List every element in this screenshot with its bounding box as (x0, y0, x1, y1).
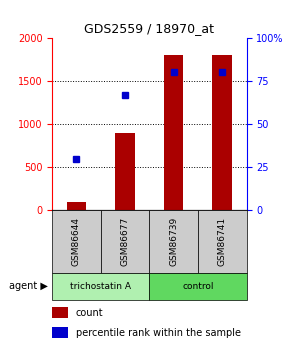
Text: trichostatin A: trichostatin A (70, 282, 131, 291)
FancyBboxPatch shape (52, 210, 101, 273)
Bar (164, 55, 183, 210)
Text: percentile rank within the sample: percentile rank within the sample (75, 328, 240, 338)
FancyBboxPatch shape (149, 273, 246, 300)
FancyBboxPatch shape (198, 210, 246, 273)
Bar (213, 55, 232, 210)
Text: agent ▶: agent ▶ (10, 282, 48, 291)
Text: GSM86741: GSM86741 (218, 217, 227, 266)
Bar (67, 202, 86, 210)
Title: GDS2559 / 18970_at: GDS2559 / 18970_at (84, 22, 214, 36)
Bar (52, 327, 68, 338)
Text: count: count (75, 308, 103, 318)
Bar (52, 307, 68, 318)
Text: GSM86677: GSM86677 (121, 217, 130, 266)
Text: GSM86644: GSM86644 (72, 217, 81, 266)
FancyBboxPatch shape (101, 210, 149, 273)
Text: GSM86739: GSM86739 (169, 217, 178, 266)
FancyBboxPatch shape (52, 273, 149, 300)
Text: control: control (182, 282, 214, 291)
Bar (115, 133, 135, 210)
FancyBboxPatch shape (149, 210, 198, 273)
